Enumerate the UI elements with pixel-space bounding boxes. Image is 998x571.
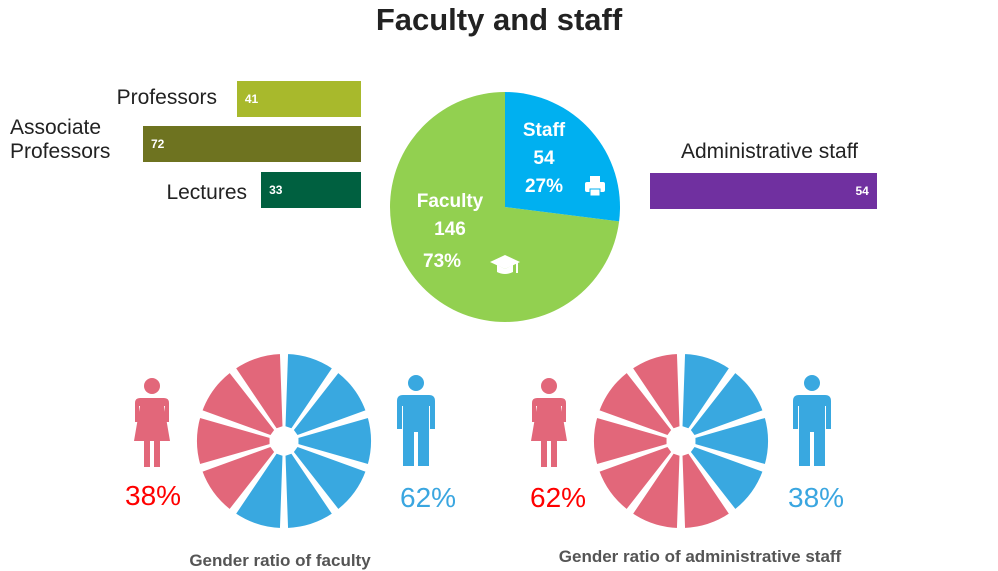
female-icon (134, 378, 170, 467)
bar-professors: 41 (236, 81, 361, 117)
bar-administrative-staff: 54 (650, 173, 877, 209)
female-segment (195, 415, 272, 467)
pie-label-staff: Staff 54 27% (512, 117, 576, 201)
pie-label-staff-name: Staff (522, 120, 566, 141)
pie-slice-faculty (390, 92, 620, 323)
female-segment (630, 352, 682, 431)
bar-lectures: 33 (261, 172, 361, 208)
bar-label-associate-professors: Associate Professors (10, 116, 126, 164)
female-percent-faculty: 38% (125, 480, 182, 511)
bar-label-administrative-staff: Administrative staff (681, 140, 859, 163)
male-segment (688, 444, 765, 512)
bar-value-professors: 41 (244, 92, 259, 106)
pie-label-faculty-percent: 73% (423, 251, 462, 272)
printer-icon (585, 176, 605, 197)
male-segment (291, 444, 368, 512)
bar-label-line: Lectures (166, 181, 247, 204)
male-segment (291, 370, 368, 438)
male-segment (688, 370, 765, 438)
male-segment (283, 451, 335, 530)
bar-label-lectures: Lectures (100, 181, 247, 205)
bar-label-professors: Professors (60, 86, 217, 110)
male-segment (680, 352, 732, 431)
male-icon (793, 375, 831, 466)
pie-label-faculty-name: Faculty (416, 191, 484, 212)
male-segment (296, 415, 373, 467)
pie-label-staff-percent: 27% (524, 176, 564, 197)
male-percent-administrative-staff: 38% (788, 482, 845, 513)
male-segment (233, 451, 285, 530)
male-segment (283, 352, 335, 431)
female-segment (592, 415, 669, 467)
female-segment (200, 444, 277, 512)
bar-associate-professors: 72 (143, 126, 361, 162)
bar-label-line: Associate (10, 116, 102, 139)
male-segment (693, 415, 770, 467)
graduation-cap-icon (490, 255, 520, 274)
male-percent-faculty: 62% (400, 482, 457, 513)
female-segment (597, 370, 674, 438)
subtitle-gender-administrative-staff: Gender ratio of administrative staff (558, 547, 842, 566)
female-segment (680, 451, 732, 530)
female-segment (630, 451, 682, 530)
bar-label-line: Professors (116, 86, 217, 109)
female-segment (200, 370, 277, 438)
female-percent-administrative-staff: 62% (530, 482, 587, 513)
bar-value-lectures: 33 (269, 183, 283, 197)
pie-label-faculty-value: 146 (434, 219, 466, 240)
female-segment (597, 444, 674, 512)
pie-label-faculty: Faculty 146 73% (395, 188, 505, 276)
bar-value-administrative-staff: 54 (855, 184, 869, 198)
bar-value-associate-professors: 72 (151, 137, 165, 151)
subtitle-gender-faculty: Gender ratio of faculty (189, 551, 371, 570)
female-icon (531, 378, 567, 467)
bar-label-line: Professors (10, 140, 111, 163)
page-title: Faculty and staff (375, 2, 623, 37)
male-icon (397, 375, 435, 466)
female-segment (233, 352, 285, 431)
pie-label-staff-value: 54 (533, 148, 555, 169)
